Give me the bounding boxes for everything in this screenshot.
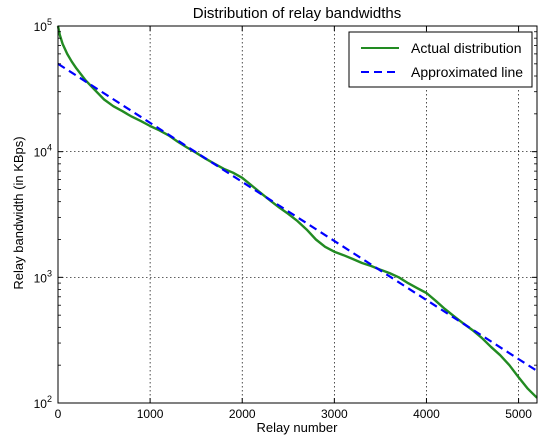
x-tick-label: 0 <box>55 407 62 421</box>
y-axis-label: Relay bandwidth (in KBps) <box>11 136 26 289</box>
tick-marks <box>57 25 537 404</box>
x-axis-label: Relay number <box>257 420 339 435</box>
legend-label: Approximated line <box>411 64 523 80</box>
x-tick-label: 4000 <box>413 407 440 421</box>
grid-lines <box>58 26 537 403</box>
x-tick-label: 2000 <box>229 407 256 421</box>
actual-distribution-line <box>56 25 538 399</box>
y-tick-label: 103 <box>34 268 52 285</box>
y-tick-label: 102 <box>34 394 52 411</box>
series-layer <box>56 25 538 399</box>
chart-title: Distribution of relay bandwidths <box>193 5 401 22</box>
legend: Actual distribution Approximated line <box>348 31 533 88</box>
y-tick-label: 105 <box>34 17 52 34</box>
plot-frame <box>57 25 538 404</box>
x-tick-label: 5000 <box>505 407 532 421</box>
legend-box <box>348 31 533 88</box>
approximated-line <box>57 62 538 372</box>
x-tick-label: 3000 <box>321 407 348 421</box>
x-tick-label: 1000 <box>137 407 164 421</box>
legend-label: Actual distribution <box>411 40 522 56</box>
y-tick-label: 104 <box>34 143 52 160</box>
